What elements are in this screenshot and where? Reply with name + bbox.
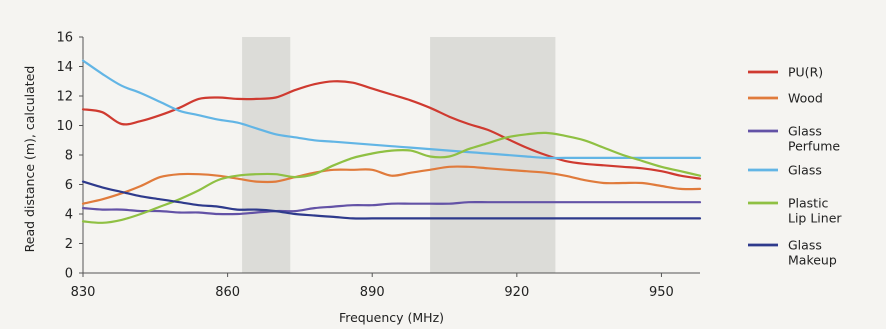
legend-item: Wood bbox=[748, 91, 823, 106]
series-line-pu-r- bbox=[81, 80, 702, 180]
legend-label: Glass bbox=[788, 163, 822, 178]
y-tick-label: 4 bbox=[65, 208, 73, 223]
series-line-glass bbox=[81, 59, 702, 160]
series-line-plastic-lip-liner bbox=[81, 131, 702, 224]
x-tick-label: 860 bbox=[215, 285, 240, 300]
y-tick-label: 14 bbox=[56, 60, 73, 75]
legend-label: PU(R) bbox=[788, 65, 823, 80]
y-tick-label: 8 bbox=[65, 149, 73, 164]
legend-label: Glass bbox=[788, 124, 822, 139]
shaded-band-0 bbox=[242, 37, 291, 273]
y-tick-label: 2 bbox=[65, 237, 73, 252]
x-axis-title: Frequency (MHz) bbox=[339, 310, 444, 325]
legend-item: PU(R) bbox=[748, 65, 823, 80]
series-line-wood bbox=[81, 165, 702, 205]
legend-label: Wood bbox=[788, 91, 823, 106]
series-line-glass-perfume bbox=[81, 201, 702, 216]
x-tick-label: 890 bbox=[360, 285, 385, 300]
legend-label: Lip Liner bbox=[788, 211, 842, 226]
x-tick-label: 920 bbox=[504, 285, 529, 300]
legend-label: Plastic bbox=[788, 196, 829, 211]
y-axis-title: Read distance (m), calculated bbox=[22, 66, 37, 253]
x-tick-label: 830 bbox=[71, 285, 96, 300]
legend-label: Makeup bbox=[788, 253, 837, 268]
series-line-glass-makeup bbox=[81, 180, 702, 220]
legend-item: Glass bbox=[748, 163, 822, 178]
y-tick-label: 10 bbox=[56, 119, 73, 134]
y-tick-label: 0 bbox=[65, 267, 73, 282]
legend-label: Perfume bbox=[788, 139, 840, 154]
legend-label: Glass bbox=[788, 238, 822, 253]
y-tick-label: 6 bbox=[65, 178, 73, 193]
y-tick-label: 16 bbox=[56, 31, 73, 46]
y-tick-label: 12 bbox=[56, 90, 73, 105]
x-tick-label: 950 bbox=[649, 285, 674, 300]
shaded-band-1 bbox=[430, 37, 556, 273]
